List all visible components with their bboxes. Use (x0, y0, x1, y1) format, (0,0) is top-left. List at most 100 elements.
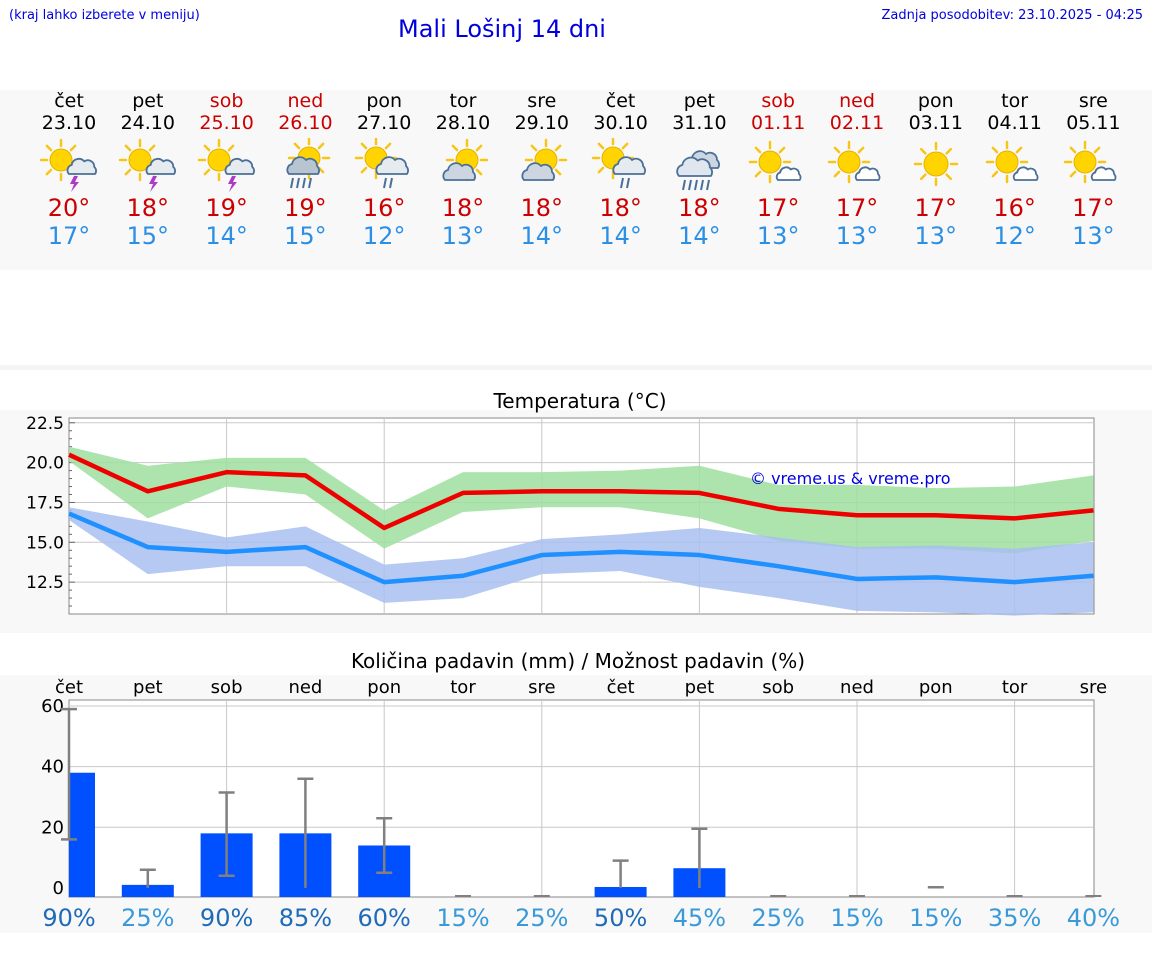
max-temp: 18° (678, 194, 721, 222)
min-temp: 13° (756, 222, 800, 250)
day-date: 29.10 (514, 112, 569, 134)
day-date: 25.10 (199, 112, 254, 134)
sun-cloud-thunder-icon (39, 138, 97, 192)
precip-probability: 25% (121, 904, 174, 932)
y-tick-label: 22.5 (26, 414, 64, 434)
max-temp: 20° (47, 194, 91, 222)
precip-probability: 25% (752, 904, 805, 932)
y-tick-label: 17.5 (26, 493, 64, 513)
max-temp: 18° (520, 194, 564, 222)
day-date: 28.10 (435, 112, 491, 134)
x-day-label: sre (528, 677, 555, 698)
day-card: ned 26.10 19° 15° (266, 90, 344, 250)
x-day-label: tor (1002, 677, 1028, 698)
min-temp-band (69, 507, 1094, 616)
sun-small-cloud-icon (1064, 140, 1117, 184)
precip-probability: 85% (279, 904, 332, 932)
day-name: čet (54, 90, 84, 112)
max-temp: 17° (835, 194, 879, 222)
x-day-label: čet (55, 677, 83, 698)
sun-small-cloud-icon (985, 140, 1039, 184)
precip-probability: 15% (909, 904, 962, 932)
min-temp: 14° (205, 222, 248, 250)
max-temp-line (68, 452, 1094, 531)
x-day-label: pet (133, 677, 163, 698)
last-updated: Zadnja posodobitev: 23.10.2025 - 04:25 (881, 8, 1143, 23)
temperature-chart-title: Temperatura (°C) (492, 389, 666, 413)
precip-bar (69, 772, 95, 897)
y-tick-label: 60 (41, 696, 64, 717)
precip-probability: 90% (42, 904, 95, 932)
day-card: pet 31.10 18° 14° (660, 90, 738, 250)
y-tick-label: 40 (41, 757, 64, 778)
sun-cloud-rain-heavy-icon (286, 138, 331, 189)
max-temp: 18° (441, 194, 485, 222)
y-tick-label: 20 (41, 817, 64, 838)
x-day-label: tor (450, 677, 476, 698)
cloud-rain-heavy-icon (676, 150, 721, 191)
min-temp-line (68, 511, 1094, 585)
day-card: pon 03.11 17° 13° (897, 90, 975, 250)
min-temp: 12° (362, 222, 406, 250)
min-temp: 14° (520, 222, 564, 250)
day-card: sre 29.10 18° 14° (503, 90, 581, 250)
day-card: tor 28.10 18° 13° (424, 90, 502, 250)
day-name: pet (132, 90, 164, 112)
max-temp: 19° (284, 194, 327, 222)
day-date: 04.11 (987, 112, 1042, 134)
day-card: čet 23.10 20° 17° (30, 90, 108, 250)
max-temp-band (69, 446, 1094, 554)
min-temp: 14° (678, 222, 721, 250)
sun-small-cloud-icon (827, 140, 881, 184)
day-name: sre (527, 90, 557, 112)
day-card: čet 30.10 18° 14° (582, 90, 660, 250)
min-temp: 13° (441, 222, 485, 250)
x-day-label: sre (1080, 677, 1107, 698)
sun-cloud-icon (521, 138, 568, 182)
max-temp: 17° (756, 194, 800, 222)
sun-icon (913, 141, 959, 187)
max-temp: 18° (126, 194, 170, 222)
day-date: 30.10 (593, 112, 648, 134)
watermark: © vreme.us & vreme.pro (750, 469, 951, 488)
max-temp: 17° (914, 194, 958, 222)
day-card: pon 27.10 16° 12° (345, 90, 423, 250)
day-name: ned (287, 90, 324, 112)
min-temp: 15° (284, 222, 327, 250)
forecast-band (0, 90, 1152, 270)
precip-probability: 15% (436, 904, 489, 932)
day-card: sob 01.11 17° 13° (739, 90, 817, 250)
precip-probability: 90% (200, 904, 253, 932)
sun-small-cloud-icon (748, 140, 802, 184)
precip-probability: 45% (673, 904, 726, 932)
x-day-label: čet (607, 677, 635, 698)
menu-hint: (kraj lahko izberete v meniju) (9, 8, 200, 23)
x-day-label: ned (288, 677, 322, 698)
day-date: 02.11 (829, 112, 885, 134)
day-name: pon (917, 90, 954, 112)
min-temp: 13° (835, 222, 879, 250)
day-card: sob 25.10 19° 14° (188, 90, 266, 250)
day-date: 26.10 (278, 112, 333, 134)
precip-probability: 25% (515, 904, 568, 932)
x-day-label: pon (919, 677, 953, 698)
precip-probability: 50% (594, 904, 647, 932)
precipitation-chart-title: Količina padavin (mm) / Možnost padavin … (351, 649, 805, 673)
day-date: 23.10 (41, 112, 97, 134)
day-name: pet (683, 90, 715, 112)
y-tick-label: 20.0 (26, 454, 64, 474)
y-tick-label: 0 (53, 878, 64, 899)
max-temp: 16° (362, 194, 406, 222)
day-name: sre (1078, 90, 1108, 112)
precip-probability: 40% (1067, 904, 1120, 932)
min-temp: 14° (599, 222, 642, 250)
day-name: ned (839, 90, 875, 112)
day-name: sob (761, 90, 795, 112)
precip-probability: 35% (988, 904, 1041, 932)
min-temp: 13° (914, 222, 958, 250)
x-day-label: sob (762, 677, 794, 698)
y-tick-label: 15.0 (26, 533, 64, 553)
sun-cloud-thunder-icon (118, 138, 176, 192)
max-temp: 16° (993, 194, 1036, 222)
day-date: 01.11 (750, 112, 806, 134)
